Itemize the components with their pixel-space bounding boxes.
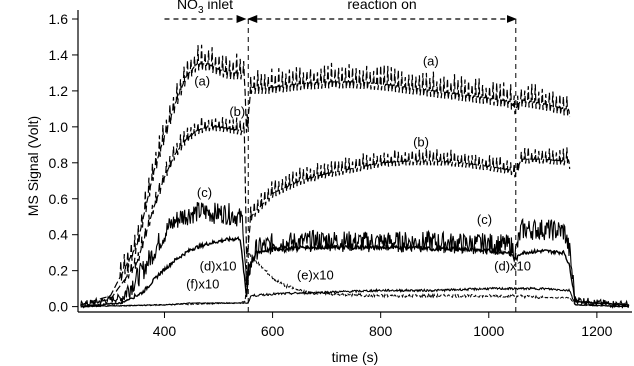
series-line-b bbox=[80, 116, 571, 306]
x-tick-label: 600 bbox=[261, 323, 285, 339]
series-line-c bbox=[80, 201, 630, 309]
curve-label-c-right: (c) bbox=[477, 212, 492, 227]
curve-label-b-right: (b) bbox=[413, 135, 429, 150]
series-line-e bbox=[80, 249, 630, 308]
x-axis-title: time (s) bbox=[332, 349, 379, 365]
series-group bbox=[80, 44, 630, 309]
curve-label-b: (b) bbox=[229, 104, 245, 119]
curve-label-f: (f)x10 bbox=[186, 277, 219, 292]
y-tick-label: 1.6 bbox=[49, 11, 69, 27]
series-line-d bbox=[80, 235, 630, 308]
y-tick-label: 1.4 bbox=[49, 47, 69, 63]
curve-label-a-right: (a) bbox=[423, 54, 439, 69]
y-tick-label: 0.4 bbox=[49, 227, 69, 243]
axes: 400 600 800 1000 1200 0.0 0.2 0.4 0.6 0.8 1.0 1.2 1… bbox=[49, 10, 632, 339]
y-tick-label: 1.0 bbox=[49, 119, 69, 135]
annotation-text-no3-inlet: NO3 inlet bbox=[177, 0, 233, 16]
curve-labels: (a) (b) (c) (d)x10 (e)x10 (f)x10 (d)x10 (a) (b) (… bbox=[186, 54, 531, 292]
curve-label-e: (e)x10 bbox=[297, 268, 334, 283]
annotation-text-reaction-on: reaction on bbox=[347, 0, 416, 12]
annotations: NO3 inlet reaction on bbox=[164, 0, 517, 23]
x-ticks: 400 600 800 1000 1200 bbox=[153, 312, 613, 339]
series-line-a bbox=[80, 44, 571, 306]
y-tick-label: 1.2 bbox=[49, 83, 69, 99]
curve-label-c: (c) bbox=[197, 185, 212, 200]
vertical-markers bbox=[247, 18, 517, 312]
y-tick-label: 0.2 bbox=[49, 263, 69, 279]
curve-label-d-right: (d)x10 bbox=[494, 259, 531, 274]
curve-label-d: (d)x10 bbox=[200, 259, 237, 274]
series-line-f bbox=[80, 286, 629, 308]
y-tick-label: 0.0 bbox=[49, 299, 69, 315]
y-tick-label: 0.8 bbox=[49, 155, 69, 171]
y-ticks: 0.0 0.2 0.4 0.6 0.8 1.0 1.2 1.4 1.6 bbox=[49, 11, 78, 315]
x-tick-label: 400 bbox=[153, 323, 177, 339]
x-tick-label: 800 bbox=[369, 323, 393, 339]
curve-label-a: (a) bbox=[194, 74, 210, 89]
y-axis-title: MS Signal (Volt) bbox=[25, 116, 41, 216]
y-tick-label: 0.6 bbox=[49, 191, 69, 207]
x-tick-label: 1000 bbox=[473, 323, 504, 339]
x-tick-label: 1200 bbox=[581, 323, 612, 339]
